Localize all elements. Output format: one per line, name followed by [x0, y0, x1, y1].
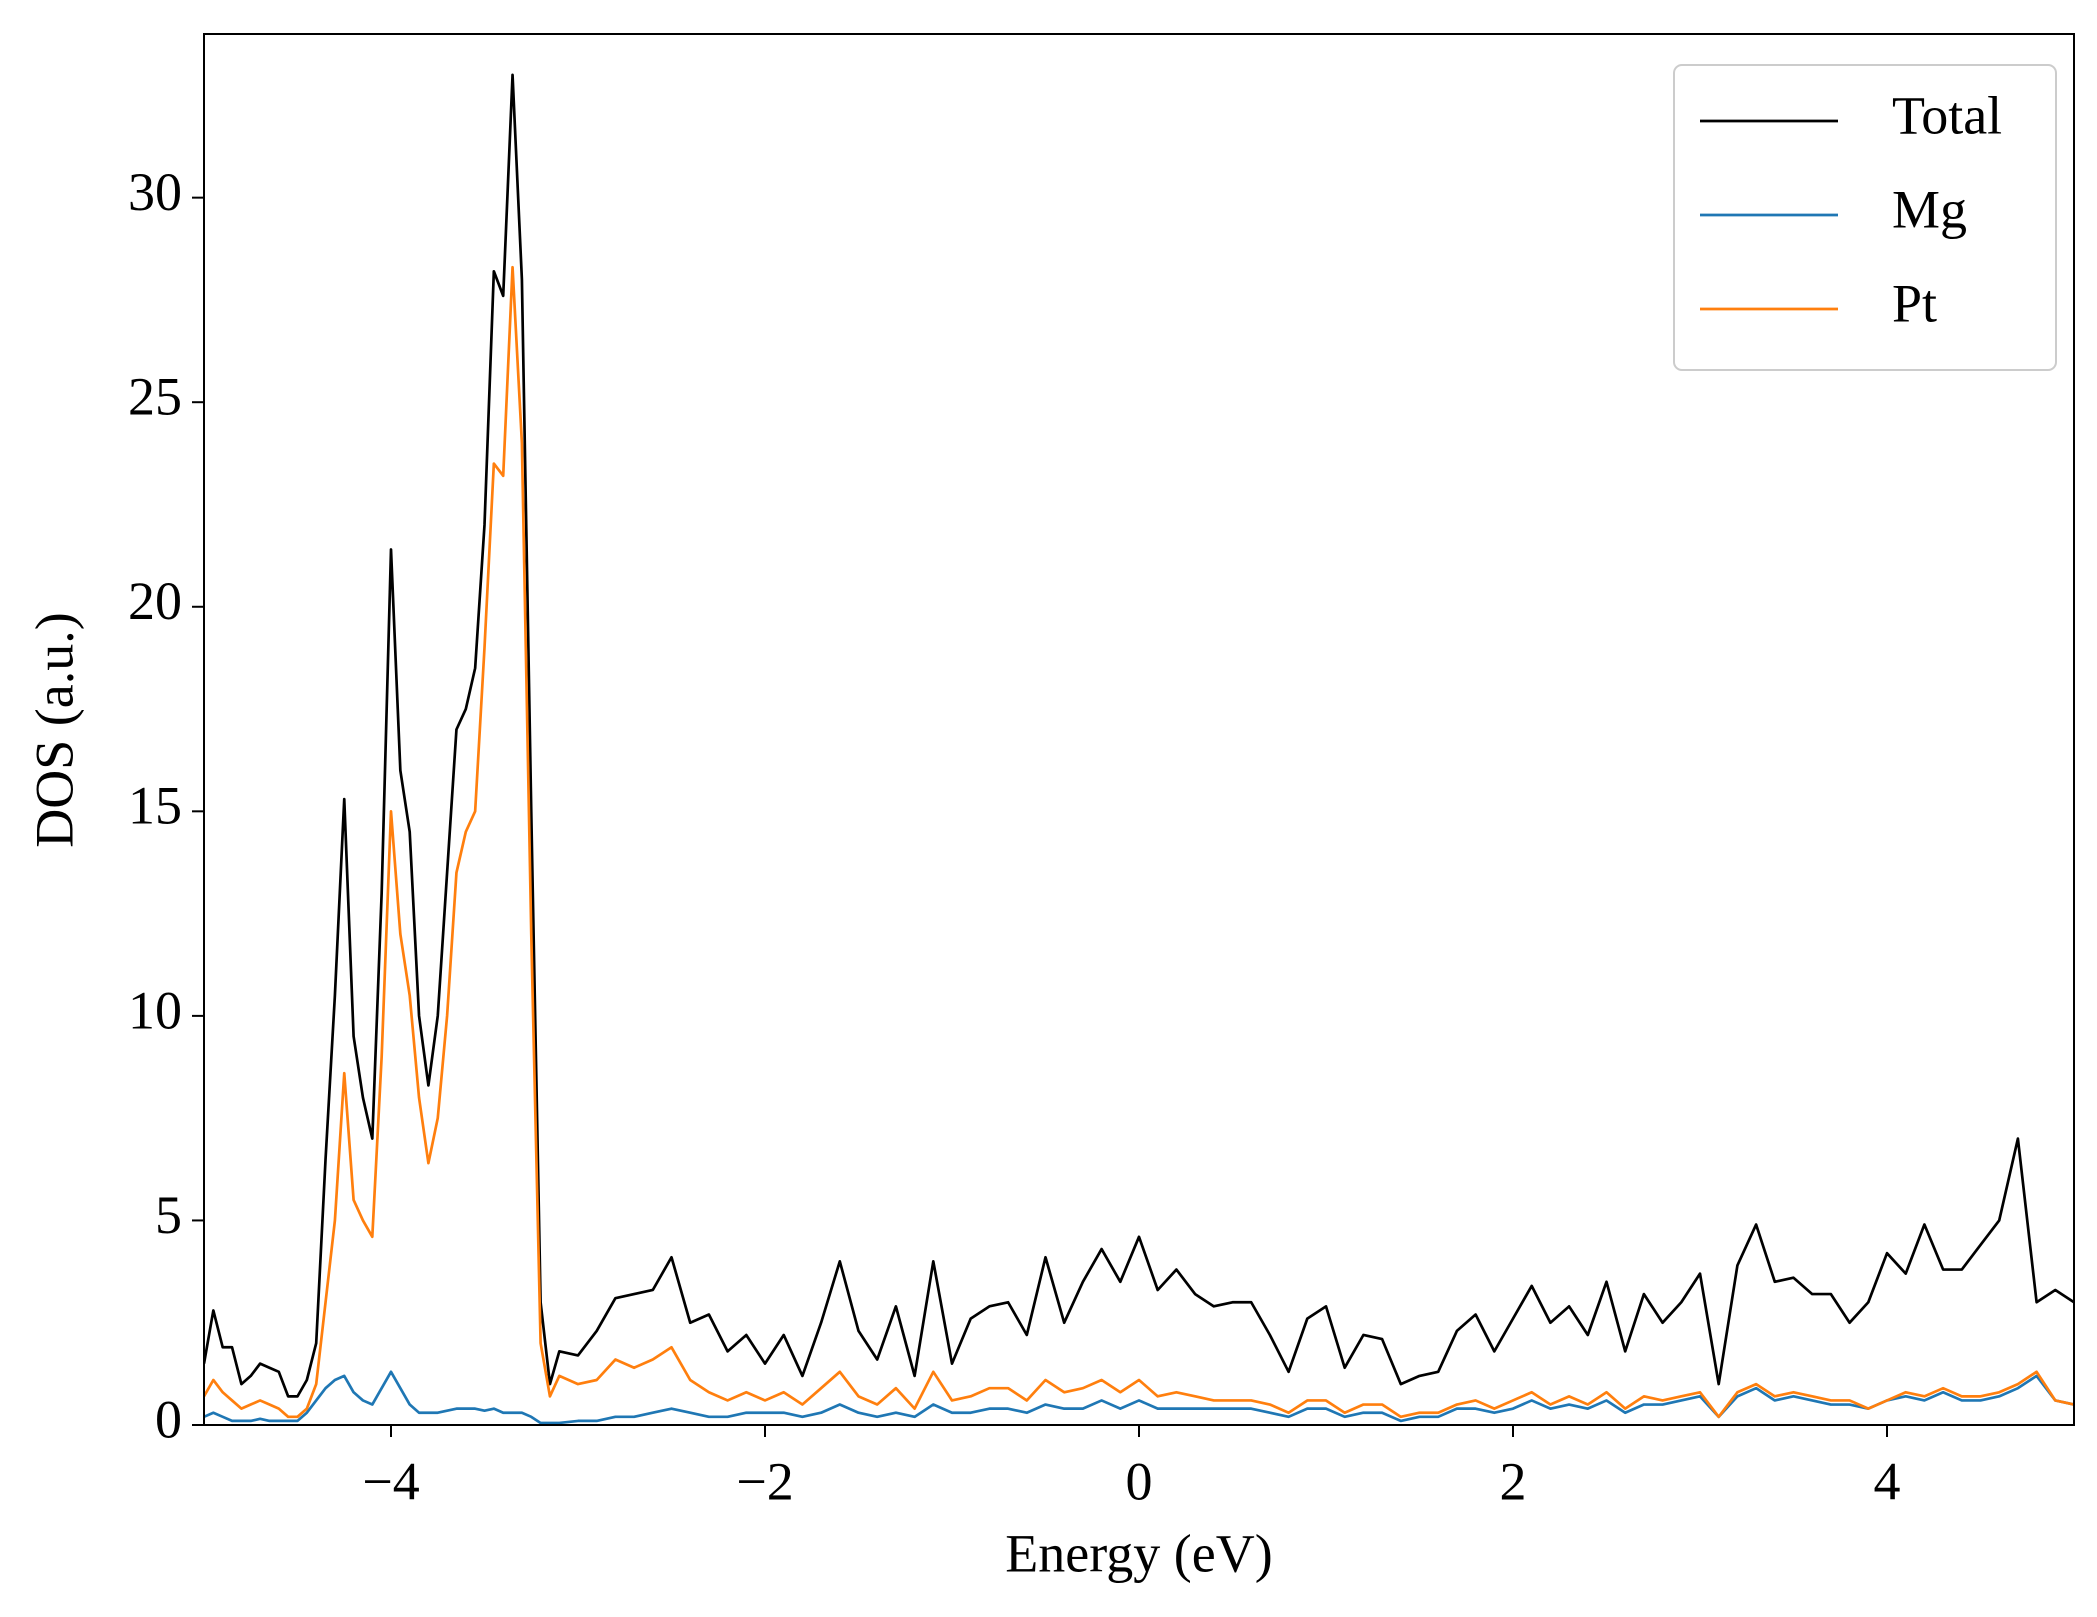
x-tick-label: 0: [1126, 1451, 1153, 1511]
axes-frame: [203, 33, 2075, 1426]
y-tick-label: 0: [155, 1389, 182, 1449]
x-axis-label: Energy (eV): [1005, 1523, 1272, 1583]
y-tick-label: 5: [155, 1185, 182, 1245]
series-line: [204, 73, 2074, 1398]
legend-label: Total: [1892, 85, 2002, 145]
series-line: [204, 1370, 2074, 1425]
legend-box: [1673, 64, 2057, 371]
x-tick-label: 2: [1500, 1451, 1527, 1511]
x-tick-label: −4: [362, 1451, 419, 1511]
y-tick-label: 30: [128, 162, 182, 222]
x-tick-label: −2: [736, 1451, 793, 1511]
y-axis-label: DOS (a.u.): [24, 612, 84, 847]
x-tick-label: 4: [1874, 1451, 1901, 1511]
legend-label: Pt: [1892, 273, 1937, 333]
y-tick-label: 25: [128, 367, 182, 427]
series-line: [204, 265, 2074, 1419]
y-tick-label: 10: [128, 980, 182, 1040]
y-tick-label: 15: [128, 776, 182, 836]
y-tick-label: 20: [128, 571, 182, 631]
legend-label: Mg: [1892, 179, 1967, 239]
